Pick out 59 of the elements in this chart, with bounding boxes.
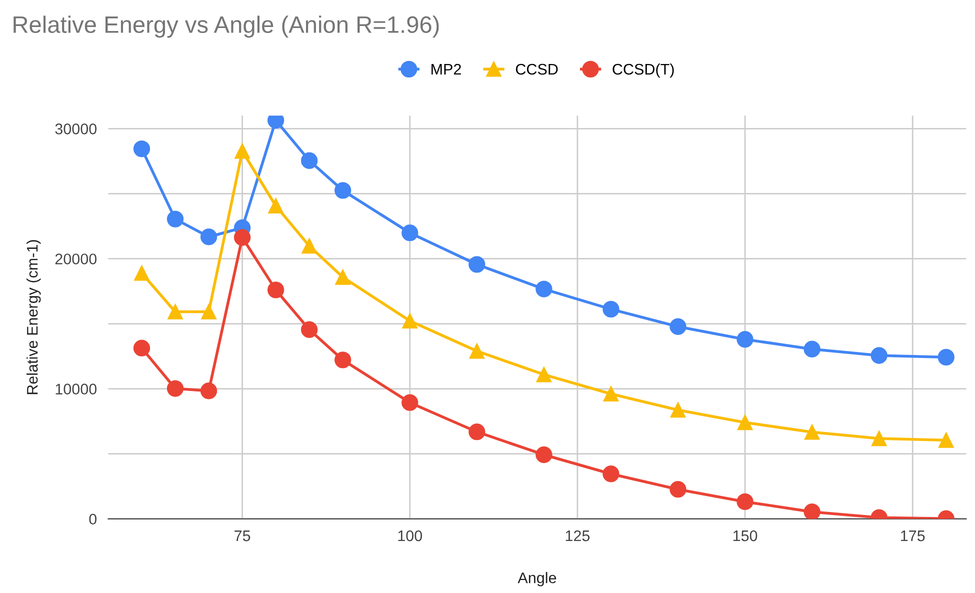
point (334, 182, 352, 199)
point (133, 140, 150, 158)
point (402, 394, 418, 411)
point (334, 352, 352, 368)
point (402, 313, 418, 329)
point (804, 504, 820, 519)
point (133, 340, 150, 356)
legend-label: CCSD (516, 64, 558, 75)
point (670, 402, 686, 418)
point (870, 347, 888, 364)
point (200, 228, 218, 246)
x-tick-label: 175 (901, 530, 925, 542)
point (267, 282, 284, 298)
point (736, 331, 754, 348)
point (468, 424, 486, 440)
point (736, 493, 754, 510)
x-tick-label: 125 (566, 530, 590, 542)
x-tick-label: 150 (733, 530, 758, 542)
point (603, 386, 619, 402)
point (166, 210, 184, 228)
point (602, 466, 620, 482)
legend-label: CCSD(T) (612, 63, 674, 78)
point (168, 304, 183, 320)
point (200, 382, 218, 400)
point (166, 380, 184, 397)
point (234, 229, 251, 246)
y-tick-label: 30000 (55, 124, 97, 134)
point (938, 348, 954, 366)
point (938, 432, 954, 448)
x-tick-label: 100 (398, 530, 422, 542)
point (670, 481, 686, 498)
x-axis-title: Angle (518, 572, 556, 586)
y-axis-title: Relative Energy (cm-1) (26, 240, 41, 394)
point (268, 198, 284, 214)
y-tick-label: 0 (89, 514, 97, 525)
point (737, 414, 753, 430)
point (402, 224, 418, 242)
point (536, 366, 552, 382)
point (536, 280, 552, 298)
point (201, 304, 216, 320)
point (335, 270, 350, 285)
point (468, 256, 486, 273)
y-tick-label: 10000 (56, 384, 97, 394)
legend-label: MP2 (432, 64, 461, 75)
point (234, 144, 250, 159)
point (670, 318, 686, 335)
point (302, 238, 317, 254)
point (134, 266, 150, 281)
point (804, 424, 820, 440)
point (602, 300, 620, 318)
point (469, 343, 485, 359)
point (804, 340, 820, 358)
point (871, 430, 887, 446)
point (300, 321, 318, 338)
point (536, 446, 552, 464)
x-tick-label: 75 (234, 530, 250, 542)
chart-title: Relative Energy vs Angle (Anion R=1.96) (14, 16, 439, 38)
y-tick-label: 20000 (55, 254, 97, 264)
point (300, 152, 318, 169)
